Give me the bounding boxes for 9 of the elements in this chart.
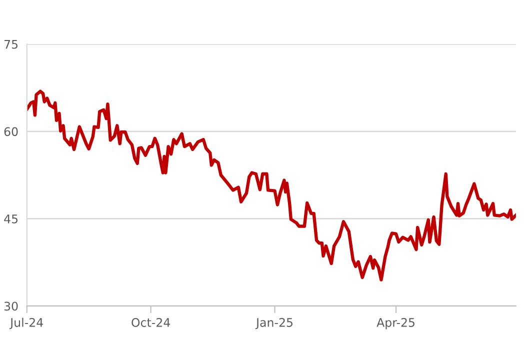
x-tick-label: Oct-24 [132,318,170,327]
x-tick-label: Apr-25 [376,318,414,330]
y-tick-label: 30 [4,302,18,311]
y-tick-label: 45 [4,214,18,224]
y-tick-label: 60 [4,127,18,136]
line-series [26,90,516,282]
x-tick-label: Jul-24 [10,318,43,330]
x-tick-label: Jan-25 [255,318,292,330]
y-tick-label: 75 [4,40,18,49]
